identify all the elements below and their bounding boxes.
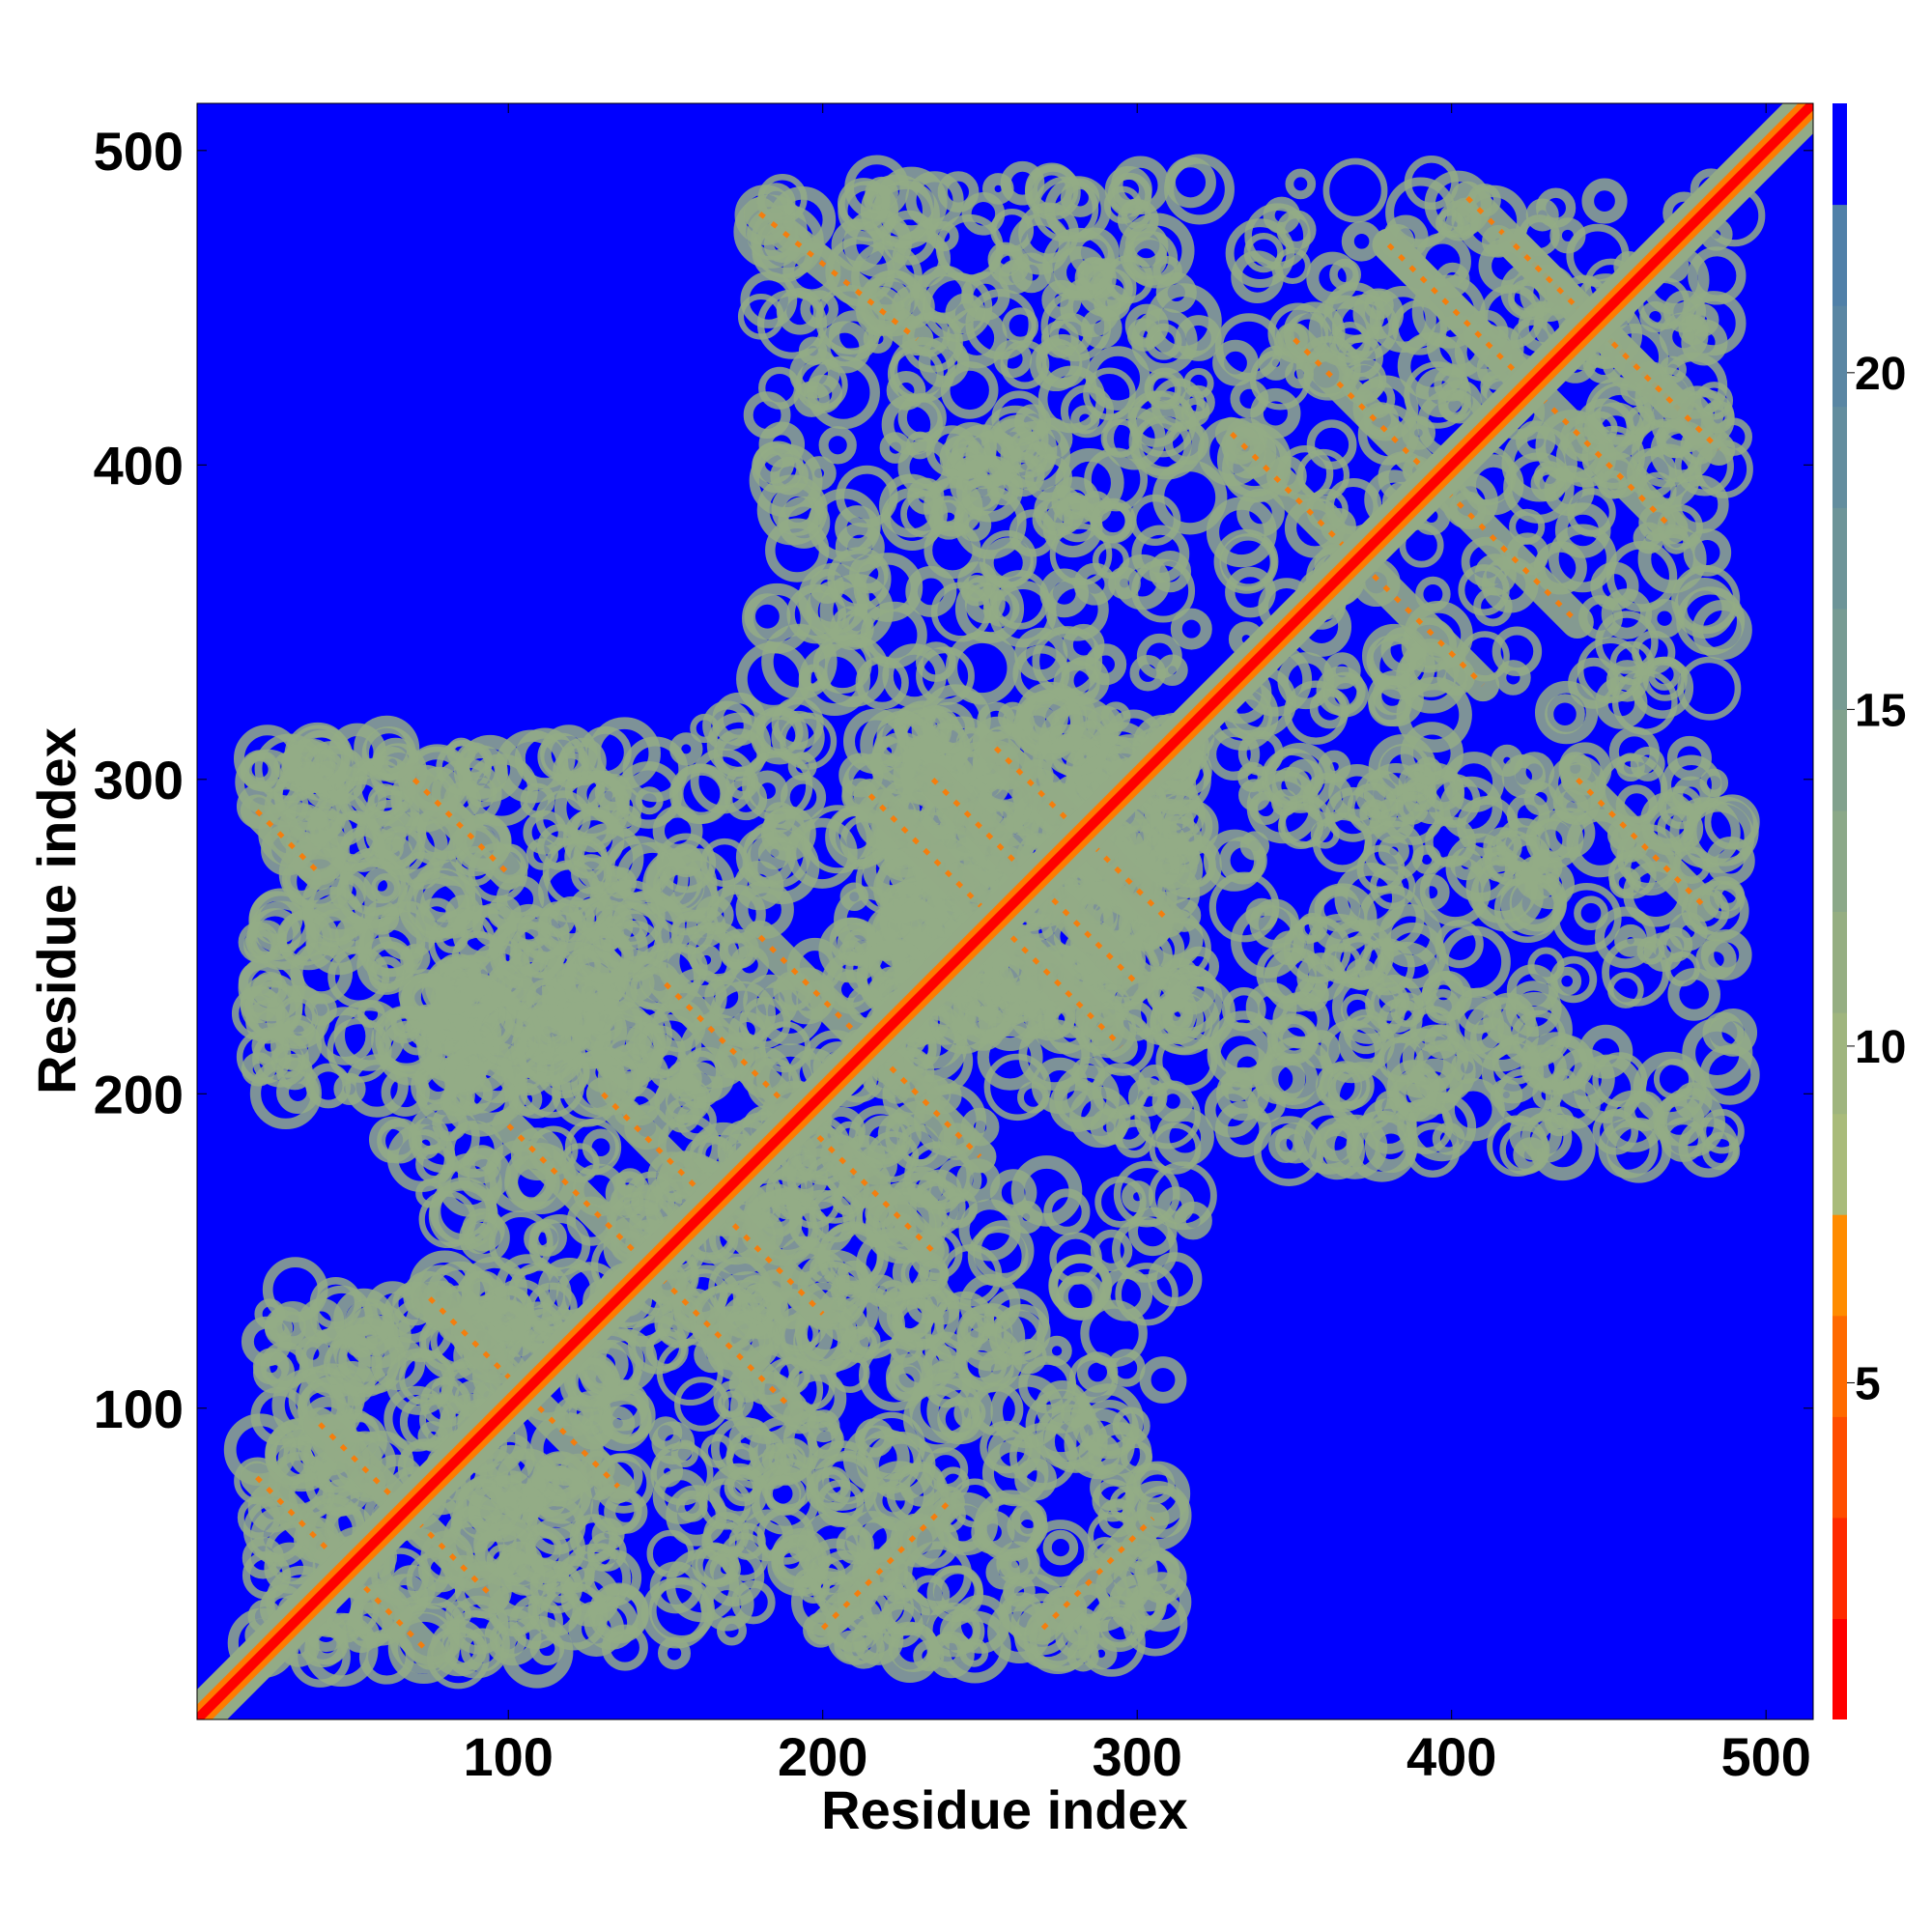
- contact-cluster: [1041, 1335, 1072, 1367]
- contact-cluster: [1163, 997, 1194, 1028]
- contact-cluster: [1007, 1506, 1048, 1548]
- contact-cluster: [1341, 221, 1382, 262]
- colorbar-level-2: [1833, 1416, 1847, 1519]
- y-axis-title: Residue index: [26, 727, 87, 1094]
- colorbar-level-13: [1833, 305, 1847, 408]
- contact-cluster: [1315, 1117, 1359, 1162]
- contact-cluster: [657, 1636, 691, 1670]
- colorbar-level-8: [1833, 810, 1847, 912]
- contact-cluster: [1581, 178, 1628, 224]
- y-tick-label: 100: [94, 1378, 184, 1439]
- contact-map-heatmap: [197, 103, 1813, 1719]
- colorbar-level-12: [1833, 406, 1847, 508]
- colorbar: [1833, 103, 1847, 1719]
- x-tick-label: 100: [464, 1726, 554, 1787]
- contact-cluster: [1653, 1058, 1695, 1100]
- colorbar-level-14: [1833, 204, 1847, 306]
- contact-cluster: [1695, 939, 1737, 980]
- contact-cluster: [1545, 694, 1585, 735]
- contact-cluster: [1230, 379, 1269, 418]
- contact-cluster: [1139, 1356, 1187, 1404]
- contact-cluster: [744, 593, 791, 640]
- colorbar-level-4: [1833, 1214, 1847, 1317]
- x-tick-label: 300: [1092, 1726, 1181, 1787]
- contact-cluster: [362, 867, 400, 904]
- colorbar-tick-label: 5: [1855, 1358, 1881, 1409]
- contact-cluster: [524, 1221, 559, 1257]
- contact-cluster: [356, 1000, 385, 1029]
- colorbar-ticks: 5 10 15 20: [1847, 349, 1906, 1409]
- contact-cluster: [1042, 1529, 1079, 1566]
- contact-cluster: [1306, 419, 1357, 470]
- contact-cluster: [669, 732, 703, 766]
- x-axis-title: Residue index: [821, 1779, 1188, 1840]
- contact-map-plot-area: [197, 103, 1813, 1719]
- contact-cluster: [800, 664, 828, 692]
- y-tick-label: 500: [94, 121, 184, 182]
- colorbar-tick-label: 15: [1855, 685, 1906, 736]
- colorbar-level-1: [1833, 1517, 1847, 1619]
- colorbar-tick-label: 10: [1855, 1022, 1906, 1073]
- x-tick-label: 400: [1406, 1726, 1496, 1787]
- contact-cluster: [1170, 608, 1212, 650]
- contact-cluster: [1322, 157, 1388, 223]
- x-tick-label: 200: [778, 1726, 867, 1787]
- colorbar-level-7: [1833, 911, 1847, 1013]
- colorbar-level-10: [1833, 608, 1847, 710]
- y-tick-label: 200: [94, 1064, 184, 1124]
- x-tick-label: 500: [1720, 1726, 1810, 1787]
- contact-cluster: [1285, 168, 1317, 200]
- colorbar-level-3: [1833, 1315, 1847, 1417]
- y-tick-label: 300: [94, 750, 184, 810]
- colorbar-tick-label: 20: [1855, 349, 1906, 400]
- contact-block-8: [1203, 722, 1760, 1186]
- colorbar-level-5: [1833, 1113, 1847, 1215]
- colorbar-level-0: [1833, 1618, 1847, 1719]
- contact-cluster: [818, 426, 857, 465]
- contact-block-5: [231, 715, 666, 1130]
- contact-cluster: [1516, 420, 1556, 461]
- colorbar-level-11: [1833, 507, 1847, 610]
- colorbar-level-6: [1833, 1012, 1847, 1115]
- contact-cluster: [1165, 156, 1216, 209]
- contact-cluster: [905, 565, 957, 617]
- colorbar-level-15: [1833, 103, 1847, 206]
- y-tick-label: 400: [94, 435, 184, 496]
- contact-cluster: [945, 631, 1019, 705]
- contact-cluster: [651, 1455, 684, 1488]
- contact-cluster: [1495, 660, 1531, 696]
- colorbar-level-9: [1833, 709, 1847, 811]
- contact-cluster: [1505, 834, 1550, 880]
